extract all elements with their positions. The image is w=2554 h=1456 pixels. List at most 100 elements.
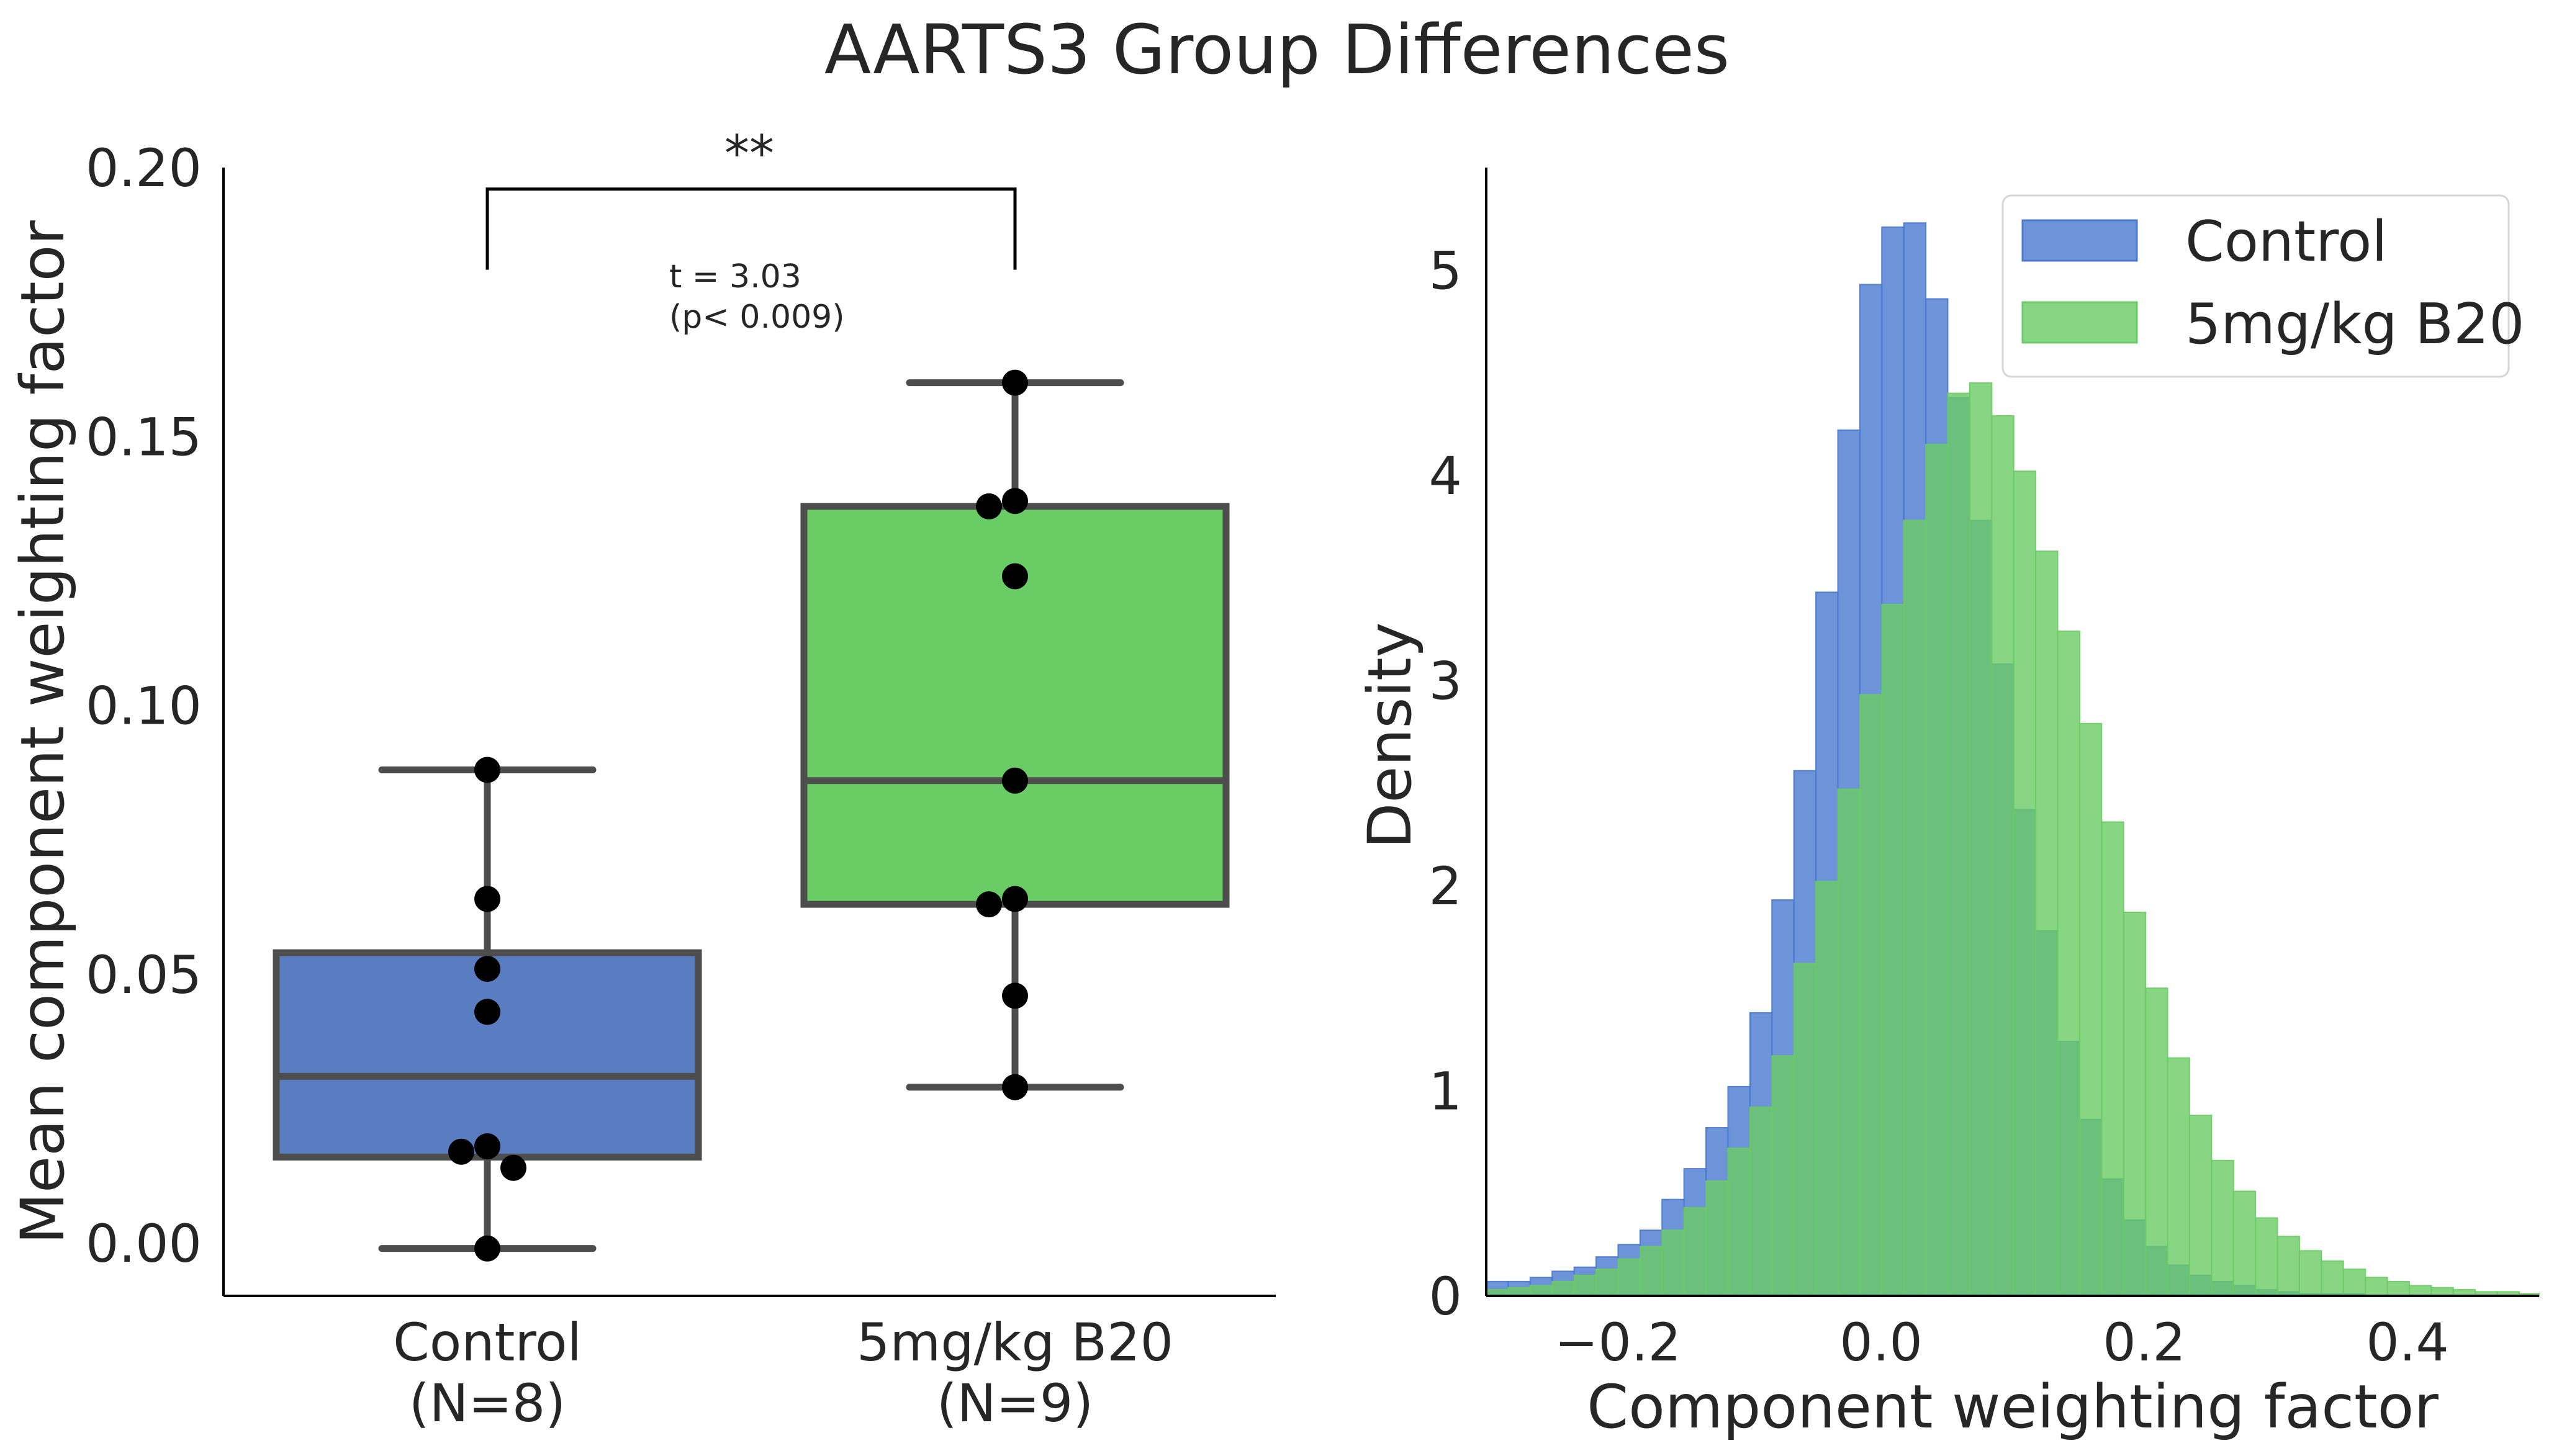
box-x-ticks: Control(N=8) 5mg/kg B20(N=9)	[393, 1312, 1173, 1434]
box-x-tick-label: 5mg/kg B20	[857, 1312, 1173, 1373]
box-y-tick-label: 0.05	[86, 945, 202, 1005]
histogram-bar	[1727, 1148, 1751, 1297]
box-plot-panel: 0.00 0.05 0.10 0.15 0.20 Control(N=8) 5mg/kg …	[8, 125, 1276, 1434]
box-group	[273, 757, 702, 1262]
data-point	[474, 886, 500, 912]
legend-swatch-b20	[2021, 301, 2138, 344]
histogram-bars	[1486, 222, 2540, 1297]
t-statistic-label: t = 3.03	[669, 258, 801, 295]
iqr-box	[273, 949, 702, 1161]
data-point	[1002, 1074, 1028, 1100]
histogram-panel: 0 1 2 3 4 5 −0.2 0.0 0.2 0.4 Density Component w…	[1355, 168, 2540, 1442]
histogram-bar	[2365, 1277, 2388, 1297]
histogram-bar	[2342, 1269, 2367, 1296]
legend-swatch-control	[2021, 219, 2138, 262]
histogram-bar	[1925, 444, 1949, 1297]
histogram-bar	[2321, 1260, 2344, 1296]
histogram-bar	[1837, 788, 1861, 1296]
histogram-bar	[1639, 1246, 1663, 1296]
histogram-bar	[2408, 1285, 2432, 1296]
box-y-axis-label: Mean component weighting factor	[8, 220, 78, 1244]
histogram-bar	[2255, 1217, 2278, 1296]
hist-x-axis-label: Component weighting factor	[1587, 1372, 2439, 1442]
hist-y-tick-label: 1	[1429, 1061, 1462, 1121]
histogram-bar	[1815, 881, 1839, 1297]
histogram-bar	[1529, 1285, 1553, 1296]
histogram-bar	[1947, 392, 1970, 1296]
histogram-bar	[2101, 821, 2124, 1296]
histogram-bar	[1551, 1280, 1575, 1296]
significance-stars: **	[724, 125, 774, 182]
histogram-bar	[2188, 1115, 2213, 1296]
hist-y-tick-label: 0	[1429, 1266, 1462, 1327]
figure-title: AARTS3 Group Differences	[824, 10, 1730, 89]
data-point	[1002, 369, 1028, 396]
data-point	[976, 891, 1002, 918]
box-x-tick-sublabel: (N=8)	[409, 1373, 566, 1434]
histogram-bar	[1903, 519, 1927, 1296]
box-y-ticks: 0.00 0.05 0.10 0.15 0.20	[86, 138, 202, 1274]
histogram-bar	[1969, 382, 1993, 1296]
histogram-bar	[2211, 1159, 2234, 1296]
legend: Control 5mg/kg B20	[2001, 194, 2525, 378]
hist-y-tick-label: 2	[1429, 856, 1462, 917]
significance-bracket	[485, 187, 1017, 270]
data-point	[500, 1154, 526, 1181]
hist-x-tick-label: 0.0	[1839, 1312, 1923, 1373]
histogram-bar	[1573, 1274, 1597, 1297]
data-point	[474, 757, 500, 783]
histogram-bar	[1771, 1055, 1795, 1297]
box-x-tick-label: Control	[393, 1312, 582, 1373]
box-y-tick-label: 0.10	[86, 676, 202, 737]
histogram-bar	[1705, 1180, 1729, 1296]
histogram-bar	[1793, 963, 1817, 1296]
hist-y-tick-label: 4	[1429, 446, 1462, 506]
histogram-bar	[2276, 1236, 2300, 1297]
hist-x-tick-label: −0.2	[1555, 1312, 1681, 1373]
box-group	[800, 369, 1230, 1100]
data-point	[1002, 488, 1028, 515]
hist-y-axis-label: Density	[1355, 622, 1425, 849]
data-point	[1002, 767, 1028, 794]
data-point	[474, 1133, 500, 1160]
legend-label-control: Control	[2185, 209, 2387, 274]
histogram-bar	[2123, 911, 2147, 1296]
histogram-bar	[1991, 415, 2015, 1297]
box-y-tick-label: 0.00	[86, 1213, 202, 1274]
data-point	[1002, 886, 1028, 912]
histogram-bar	[1749, 1106, 1773, 1296]
box-groups	[273, 369, 1230, 1262]
histogram-bar	[2167, 1057, 2190, 1296]
histogram-bar	[1617, 1258, 1641, 1297]
histogram-bar	[2298, 1250, 2322, 1297]
b20-bars	[1486, 382, 2540, 1297]
data-point	[474, 956, 500, 982]
data-point	[976, 493, 1002, 519]
box-y-tick-label: 0.20	[86, 138, 202, 199]
data-point	[448, 1138, 474, 1165]
hist-y-ticks: 0 1 2 3 4 5	[1429, 240, 1462, 1327]
data-point	[1002, 982, 1028, 1009]
histogram-bar	[1881, 604, 1905, 1297]
p-value-label: (p< 0.009)	[669, 299, 845, 336]
histogram-bar	[1859, 694, 1883, 1296]
histogram-bar	[2057, 631, 2080, 1296]
data-point	[1002, 563, 1028, 590]
histogram-bar	[2386, 1280, 2410, 1296]
hist-y-tick-label: 3	[1429, 650, 1462, 711]
hist-x-ticks: −0.2 0.0 0.2 0.4	[1555, 1312, 2449, 1373]
histogram-bar	[1661, 1229, 1685, 1297]
hist-y-tick-label: 5	[1429, 240, 1462, 301]
histogram-bar	[2232, 1190, 2257, 1297]
data-point	[474, 999, 500, 1025]
histogram-bar	[2035, 550, 2059, 1296]
box-y-tick-label: 0.15	[86, 407, 202, 467]
hist-x-tick-label: 0.2	[2103, 1312, 2186, 1373]
histogram-bar	[2013, 470, 2037, 1296]
histogram-bar	[1595, 1269, 1619, 1296]
box-x-tick-sublabel: (N=9)	[937, 1373, 1093, 1434]
legend-label-b20: 5mg/kg B20	[2185, 292, 2525, 357]
histogram-bar	[2078, 722, 2103, 1296]
data-point	[474, 1235, 500, 1262]
